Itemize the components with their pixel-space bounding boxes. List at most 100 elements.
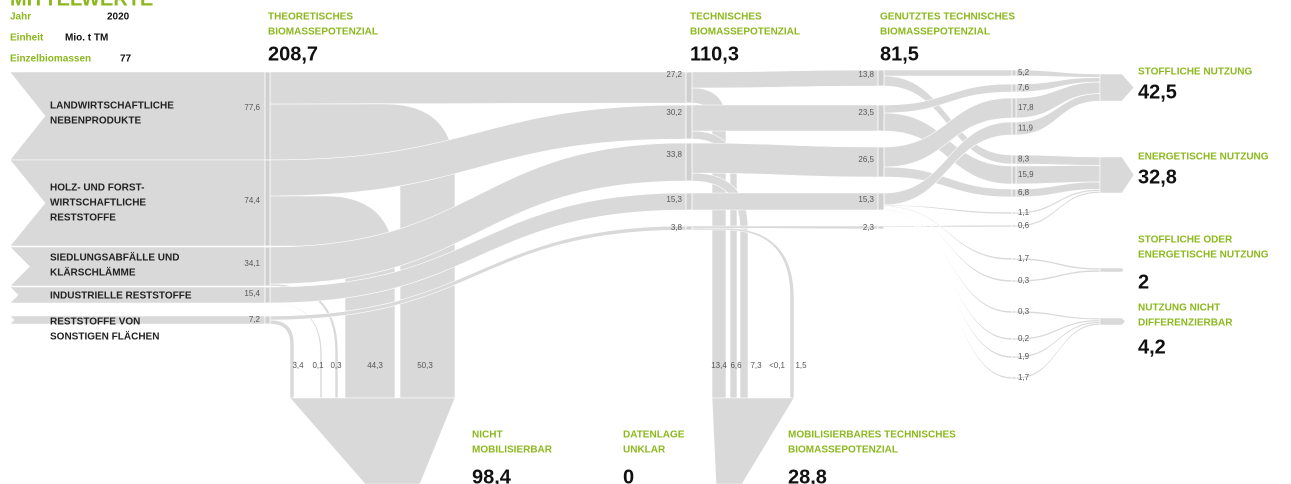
output-value: 0,6 — [1018, 221, 1030, 230]
stage-label: TECHNISCHES — [690, 12, 762, 23]
sink-label: UNKLAR — [623, 445, 666, 456]
source-value: 15,4 — [244, 289, 260, 298]
source-label: SIEDLUNGSABFÄLLE UND — [50, 251, 179, 264]
loss-flow — [269, 319, 295, 399]
output-value: 7,6 — [1018, 83, 1030, 92]
output-node — [1011, 97, 1017, 119]
header-title: MITTELWERTE — [10, 0, 153, 10]
source-arrow — [9, 286, 266, 304]
source-label: NEBENPRODUKTE — [50, 116, 141, 127]
technical-value: 15,3 — [666, 195, 682, 204]
sink-label: MOBILISIERBAR — [472, 445, 553, 456]
stage-label: GENUTZTES TECHNISCHES — [880, 12, 1015, 23]
output-node — [1011, 188, 1017, 198]
sink-value: 98,4 — [472, 466, 512, 484]
output-node — [1011, 355, 1017, 359]
output-value: 1,9 — [1018, 352, 1030, 361]
use-label: DIFFERENZIERBAR — [1138, 318, 1233, 329]
theoretical-node — [264, 159, 271, 247]
nodes — [264, 69, 1017, 380]
flow — [883, 206, 1013, 283]
sink-label: BIOMASSEPOTENZIAL — [788, 445, 898, 456]
loss-funnel — [289, 397, 456, 484]
use-label: STOFFLICHE NUTZUNG — [1138, 67, 1252, 78]
flow — [691, 69, 879, 89]
source-label: INDUSTRIELLE RESTSTOFFE — [50, 291, 192, 302]
loss-value: 0,3 — [330, 361, 342, 370]
output-node — [1011, 211, 1017, 215]
sink-value: 28,8 — [788, 466, 827, 484]
used-node — [877, 146, 885, 178]
theoretical-node — [264, 71, 271, 161]
loss-value: 44,3 — [367, 361, 383, 370]
output-value: 0,3 — [1018, 276, 1030, 285]
use-label: ENERGETISCHE NUTZUNG — [1138, 152, 1269, 163]
output-node — [1011, 224, 1017, 228]
technical-node — [685, 71, 693, 104]
sink-label: NICHT — [472, 430, 503, 441]
flow — [269, 71, 687, 105]
output-node — [1011, 257, 1017, 261]
output-node — [1011, 376, 1017, 380]
flow — [691, 192, 879, 211]
flow — [883, 69, 1013, 77]
stage-value: 81,5 — [880, 43, 919, 65]
stage-label: BIOMASSEPOTENZIAL — [268, 27, 378, 38]
header-value: 2020 — [107, 12, 130, 23]
source-label: HOLZ- UND FORST- — [50, 183, 144, 194]
sink-label: DATENLAGE — [623, 430, 685, 441]
use-value: 4,2 — [1138, 336, 1166, 358]
used-node — [877, 225, 885, 230]
flow — [883, 224, 1013, 228]
output-node — [1011, 83, 1017, 93]
loss-value: 13,4 — [711, 361, 727, 370]
theoretical-node — [264, 286, 271, 304]
used-node — [877, 69, 885, 87]
use-label: NUTZUNG NICHT — [1138, 303, 1220, 314]
use-value: 42,5 — [1138, 81, 1177, 103]
source-label: RESTSTOFFE VON — [50, 317, 140, 328]
loss-value: 6,6 — [730, 361, 742, 370]
header-label: Einheit — [10, 33, 44, 44]
output-node — [1011, 69, 1017, 77]
output-node — [1011, 121, 1017, 136]
flow — [883, 207, 1013, 314]
source-value: 7,2 — [249, 315, 261, 324]
output-value: 0,2 — [1018, 334, 1030, 343]
used-node — [877, 104, 885, 132]
output-value: 6,8 — [1018, 188, 1030, 197]
source-arrow — [9, 246, 266, 287]
output-node — [1011, 310, 1017, 314]
source-label: LANDWIRTSCHAFTLICHE — [50, 101, 174, 112]
loss-value: 50,3 — [417, 361, 433, 370]
header-value: Mio. t TM — [65, 33, 108, 44]
use-value: 2 — [1138, 271, 1149, 293]
stage-label: BIOMASSEPOTENZIAL — [880, 27, 990, 38]
flow — [691, 142, 879, 178]
output-value: 5,2 — [1018, 68, 1030, 77]
technical-node — [685, 142, 693, 182]
use-label: STOFFLICHE ODER — [1138, 235, 1233, 246]
stage-value: 208,7 — [268, 43, 318, 65]
used-value: 2,3 — [863, 223, 875, 232]
source-value: 77,6 — [244, 103, 260, 112]
header-label: Jahr — [10, 12, 31, 23]
technical-node — [685, 104, 693, 140]
use-value: 32,8 — [1138, 166, 1177, 188]
source-label: WIRTSCHAFTLICHE — [50, 198, 146, 209]
header-value: 77 — [120, 54, 132, 65]
output-value: 8,3 — [1018, 155, 1030, 164]
loss-funnel — [711, 397, 795, 484]
used-value: 15,3 — [858, 195, 874, 204]
loss-value: 1,5 — [795, 361, 807, 370]
source-arrow — [9, 315, 266, 325]
flow — [883, 208, 1013, 380]
used-value: 26,5 — [858, 155, 874, 164]
source-label: SONSTIGEN FLÄCHEN — [50, 330, 159, 343]
flow — [883, 207, 1013, 341]
flow — [691, 104, 879, 132]
output-node — [1011, 279, 1017, 283]
use-arrow — [1099, 317, 1126, 326]
flows — [9, 69, 1135, 484]
source-label: KLÄRSCHLÄMME — [50, 266, 136, 279]
